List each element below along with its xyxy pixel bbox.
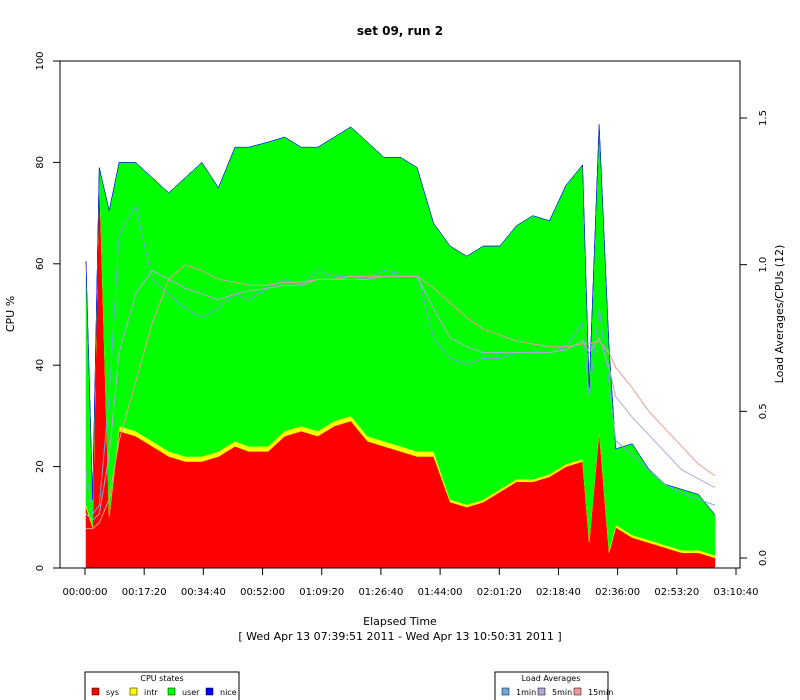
legend-load-title: Load Averages — [522, 674, 581, 683]
chart-title: set 09, run 2 — [357, 24, 443, 38]
legend-label-1min: 1min — [516, 688, 536, 697]
x-tick-label: 02:01:20 — [477, 587, 522, 598]
legend-label-user: user — [182, 688, 200, 697]
x-tick-label: 02:53:20 — [654, 587, 699, 598]
x-tick-label: 01:44:00 — [418, 587, 463, 598]
y-tick-label: 80 — [35, 156, 46, 169]
y2-tick-label: 0.5 — [758, 403, 769, 419]
legend-cpu-box — [84, 671, 240, 700]
y-tick-label: 20 — [35, 460, 46, 473]
x-tick-label: 01:26:40 — [358, 587, 403, 598]
legend-swatch-nice — [205, 687, 214, 696]
x-axis-sublabel: [ Wed Apr 13 07:39:51 2011 - Wed Apr 13 … — [238, 630, 561, 643]
x-tick-label: 00:52:00 — [240, 587, 285, 598]
y2-tick-label: 0.0 — [758, 550, 769, 566]
legend-swatch-15min — [573, 687, 582, 696]
legend-swatch-intr — [129, 687, 138, 696]
load-1min-line — [85, 204, 716, 516]
legend-label-sys: sys — [106, 688, 119, 697]
legend-swatch-5min — [537, 687, 546, 696]
legend-swatch-1min — [501, 687, 510, 696]
axes: 00:00:00 00:17:20 00:34:40 00:52:00 01:09:20… — [35, 51, 769, 598]
y-tick-label: 60 — [35, 257, 46, 270]
y-tick-label: 100 — [35, 51, 46, 70]
legend-cpu-title: CPU states — [140, 674, 183, 683]
y-tick-label: 0 — [35, 565, 46, 571]
y2-tick-label: 1.5 — [758, 110, 769, 126]
legend-cpu: CPU states sys intr user nice — [84, 671, 240, 700]
x-tick-label: 02:36:00 — [595, 587, 640, 598]
y-tick-label: 40 — [35, 359, 46, 372]
legend-swatch-user — [167, 687, 176, 696]
x-axis-label: Elapsed Time — [363, 615, 437, 628]
y-axis-label: CPU % — [4, 296, 17, 332]
load-lines — [85, 204, 716, 530]
x-tick-label: 03:10:40 — [714, 587, 759, 598]
cpu-areas — [85, 124, 716, 569]
legend-label-nice: nice — [220, 688, 237, 697]
load-15min-line — [86, 264, 716, 530]
y2-axis-label: Load Averages/CPUs (12) — [773, 245, 786, 384]
series-nice-area — [85, 124, 716, 515]
x-tick-label: 00:17:20 — [122, 587, 167, 598]
x-tick-label: 00:00:00 — [63, 587, 108, 598]
legend-swatch-sys — [91, 687, 100, 696]
x-tick-label: 01:09:20 — [299, 587, 344, 598]
x-tick-label: 02:18:40 — [536, 587, 581, 598]
legend-label-15min: 15min — [588, 688, 613, 697]
legend-label-intr: intr — [144, 688, 158, 697]
legend-load-box — [494, 671, 609, 700]
legend-load: Load Averages 1min 5min 15min — [494, 671, 613, 700]
plot-frame — [59, 60, 741, 569]
y2-tick-label: 1.0 — [758, 257, 769, 273]
x-tick-label: 00:34:40 — [181, 587, 226, 598]
legend-label-5min: 5min — [552, 688, 572, 697]
